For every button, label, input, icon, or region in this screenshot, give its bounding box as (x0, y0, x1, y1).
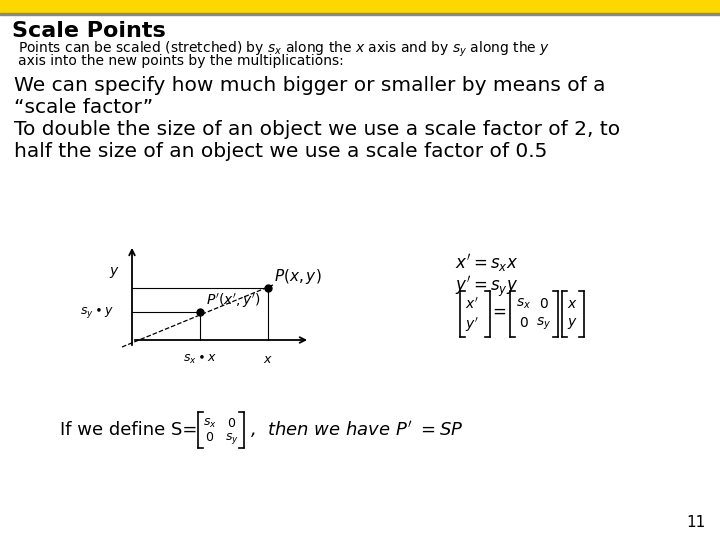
Bar (0, 13, 720, 15)
Text: $s_x$: $s_x$ (516, 297, 531, 312)
Text: $s_x \bullet x$: $s_x \bullet x$ (183, 353, 217, 366)
Text: $=$: $=$ (490, 302, 507, 320)
Text: $y$: $y$ (567, 316, 577, 331)
Text: $x' = s_x x$: $x' = s_x x$ (455, 252, 518, 274)
Text: $P(x,y)$: $P(x,y)$ (274, 267, 322, 286)
Text: $s_x$: $s_x$ (203, 417, 217, 430)
Text: If we define S=: If we define S= (60, 421, 197, 439)
Text: $0$: $0$ (519, 316, 529, 330)
Text: $s_y \bullet y$: $s_y \bullet y$ (80, 305, 114, 320)
Text: ,  then we have $P'$ $=SP$: , then we have $P'$ $=SP$ (250, 420, 464, 441)
Text: axis into the new points by the multiplications:: axis into the new points by the multipli… (18, 54, 343, 68)
Text: $x$: $x$ (567, 297, 577, 311)
Bar (0, 0, 720, 13)
Text: $y' = s_y y$: $y' = s_y y$ (455, 275, 518, 300)
Text: Points can be scaled (stretched) by $s_x$ along the $x$ axis and by $s_y$ along : Points can be scaled (stretched) by $s_x… (18, 40, 550, 59)
Text: 11: 11 (687, 515, 706, 530)
Text: $0$: $0$ (228, 417, 237, 430)
Text: $y'$: $y'$ (465, 316, 479, 334)
Text: “scale factor”: “scale factor” (14, 98, 153, 117)
Text: Scale Points: Scale Points (12, 21, 166, 41)
Text: $P'(x', y')$: $P'(x', y')$ (206, 292, 261, 310)
Text: $s_y$: $s_y$ (536, 316, 552, 332)
Text: $s_y$: $s_y$ (225, 431, 239, 446)
Text: $y$: $y$ (109, 266, 120, 280)
Text: To double the size of an object we use a scale factor of 2, to: To double the size of an object we use a… (14, 120, 620, 139)
Text: $x'$: $x'$ (465, 297, 479, 312)
Text: We can specify how much bigger or smaller by means of a: We can specify how much bigger or smalle… (14, 76, 606, 95)
Text: $x$: $x$ (263, 353, 273, 366)
Text: half the size of an object we use a scale factor of 0.5: half the size of an object we use a scal… (14, 142, 547, 161)
Text: $0$: $0$ (539, 297, 549, 311)
Text: $0$: $0$ (205, 431, 215, 444)
